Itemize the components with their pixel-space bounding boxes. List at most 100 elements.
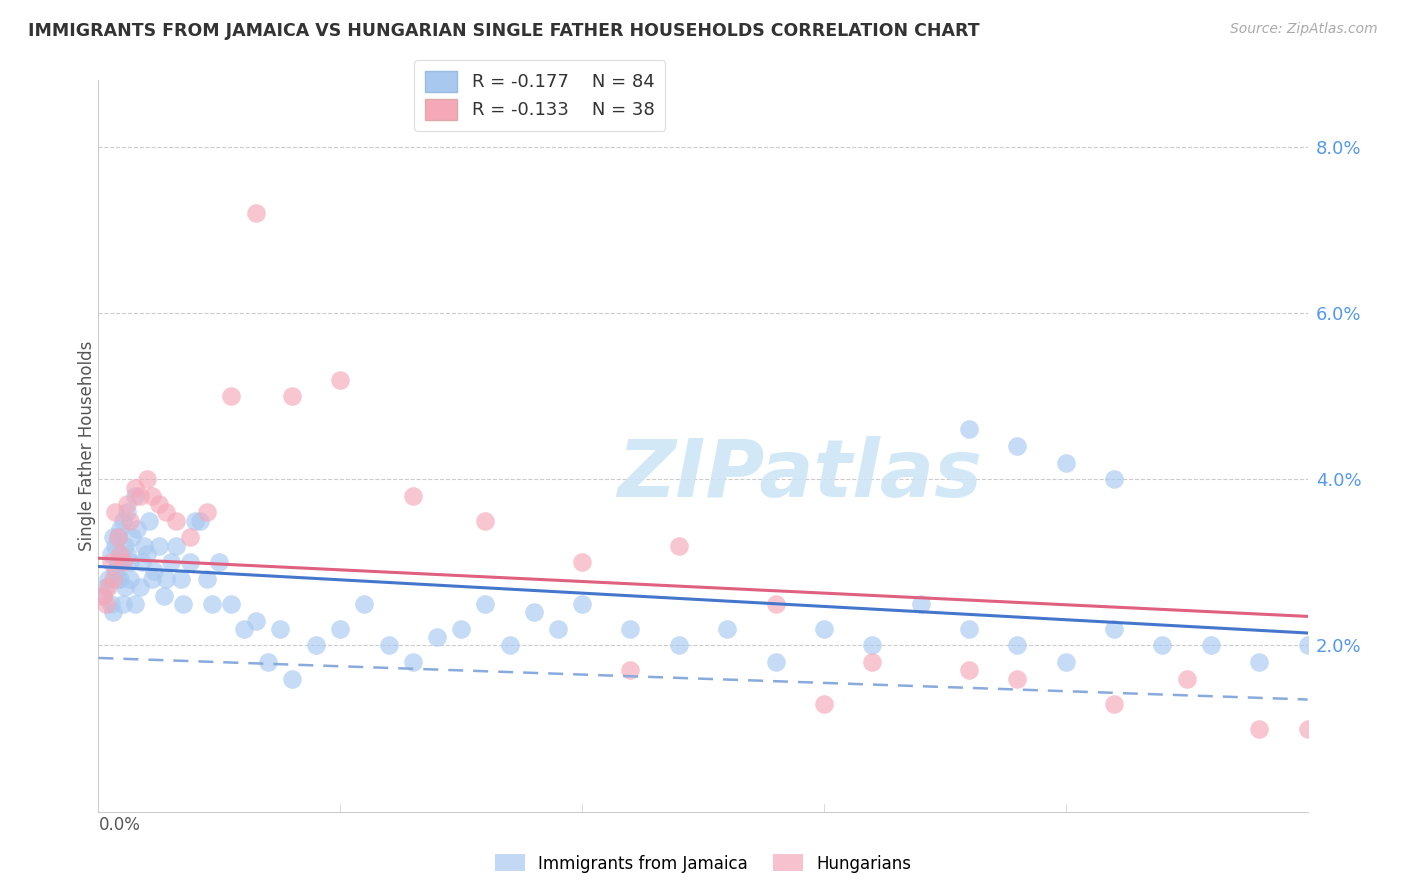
Point xyxy=(245,206,267,220)
Point xyxy=(165,539,187,553)
Point xyxy=(114,580,136,594)
Point xyxy=(160,555,183,569)
Point xyxy=(281,672,304,686)
Point xyxy=(124,481,146,495)
Point xyxy=(201,597,224,611)
Point xyxy=(208,555,231,569)
Point xyxy=(221,389,243,403)
Point xyxy=(155,572,177,586)
Y-axis label: Single Father Households: Single Father Households xyxy=(79,341,96,551)
Point xyxy=(377,639,399,653)
Point xyxy=(172,597,194,611)
Point xyxy=(813,622,835,636)
Point xyxy=(94,580,117,594)
Point xyxy=(108,572,131,586)
Point xyxy=(910,597,932,611)
Point xyxy=(118,572,141,586)
Point xyxy=(1007,439,1029,453)
Point xyxy=(957,422,980,436)
Point xyxy=(195,572,218,586)
Point xyxy=(1102,472,1125,486)
Point xyxy=(547,622,569,636)
Point xyxy=(134,539,156,553)
Point xyxy=(474,514,496,528)
Point xyxy=(668,639,690,653)
Point xyxy=(402,489,425,503)
Point xyxy=(474,597,496,611)
Text: 0.0%: 0.0% xyxy=(98,816,141,834)
Point xyxy=(179,530,201,544)
Point xyxy=(131,555,153,569)
Point xyxy=(121,530,143,544)
Point xyxy=(232,622,254,636)
Text: IMMIGRANTS FROM JAMAICA VS HUNGARIAN SINGLE FATHER HOUSEHOLDS CORRELATION CHART: IMMIGRANTS FROM JAMAICA VS HUNGARIAN SIN… xyxy=(28,22,980,40)
Point xyxy=(124,489,146,503)
Legend: Immigrants from Jamaica, Hungarians: Immigrants from Jamaica, Hungarians xyxy=(488,847,918,880)
Point xyxy=(188,514,211,528)
Point xyxy=(124,597,146,611)
Point xyxy=(135,472,157,486)
Point xyxy=(107,530,129,544)
Point xyxy=(1296,722,1319,736)
Point xyxy=(141,572,163,586)
Point xyxy=(571,555,593,569)
Point xyxy=(107,530,129,544)
Point xyxy=(450,622,472,636)
Point xyxy=(668,539,690,553)
Point xyxy=(221,597,243,611)
Point xyxy=(141,489,163,503)
Point xyxy=(108,547,131,561)
Point xyxy=(716,622,738,636)
Point xyxy=(128,580,150,594)
Point xyxy=(619,664,641,678)
Point xyxy=(1249,655,1271,669)
Point xyxy=(91,589,114,603)
Point xyxy=(100,547,122,561)
Point xyxy=(619,622,641,636)
Point xyxy=(281,389,304,403)
Point xyxy=(402,655,425,669)
Point xyxy=(305,639,328,653)
Point xyxy=(179,555,201,569)
Point xyxy=(97,580,120,594)
Point xyxy=(152,589,174,603)
Point xyxy=(165,514,187,528)
Point xyxy=(329,622,352,636)
Point xyxy=(148,539,170,553)
Point xyxy=(117,497,139,511)
Point xyxy=(118,555,141,569)
Point xyxy=(138,514,160,528)
Point xyxy=(97,572,120,586)
Point xyxy=(148,497,170,511)
Point xyxy=(1199,639,1222,653)
Point xyxy=(1296,639,1319,653)
Text: Source: ZipAtlas.com: Source: ZipAtlas.com xyxy=(1230,22,1378,37)
Point xyxy=(91,589,114,603)
Point xyxy=(813,697,835,711)
Point xyxy=(169,572,191,586)
Point xyxy=(1102,622,1125,636)
Point xyxy=(101,530,124,544)
Point xyxy=(107,572,129,586)
Point xyxy=(117,547,139,561)
Point xyxy=(860,655,883,669)
Point xyxy=(107,555,129,569)
Point xyxy=(104,564,127,578)
Point xyxy=(111,555,134,569)
Point xyxy=(184,514,207,528)
Point xyxy=(114,539,136,553)
Point xyxy=(329,372,352,386)
Point xyxy=(1152,639,1174,653)
Point xyxy=(957,622,980,636)
Point xyxy=(100,597,122,611)
Point xyxy=(111,555,134,569)
Point xyxy=(860,639,883,653)
Point xyxy=(269,622,291,636)
Point xyxy=(104,539,127,553)
Point xyxy=(1007,672,1029,686)
Point xyxy=(245,614,267,628)
Point xyxy=(94,597,117,611)
Point xyxy=(426,630,449,644)
Point xyxy=(1175,672,1198,686)
Point xyxy=(135,547,157,561)
